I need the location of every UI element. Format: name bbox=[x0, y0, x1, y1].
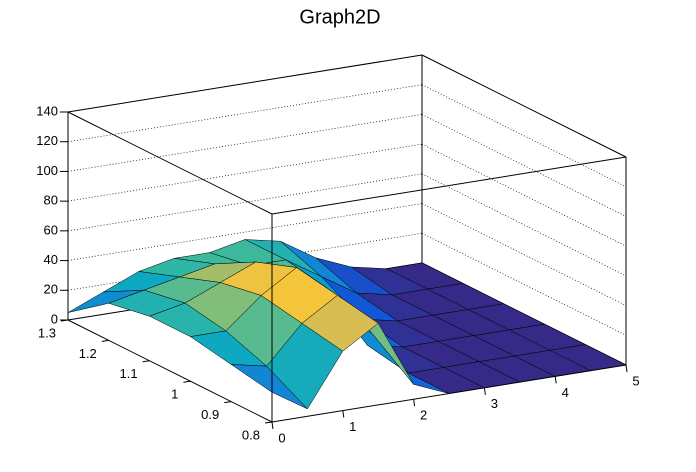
x-tick bbox=[342, 410, 345, 418]
surface-cell bbox=[230, 364, 308, 410]
z-tick-label: 120 bbox=[36, 133, 58, 148]
y-tick bbox=[264, 421, 273, 424]
y-tick-label: 1.2 bbox=[79, 346, 97, 361]
z-tick-label: 20 bbox=[44, 282, 58, 297]
y-axis bbox=[67, 319, 273, 423]
grid-line bbox=[421, 173, 627, 277]
grid-line bbox=[421, 114, 627, 217]
x-tick bbox=[554, 376, 557, 384]
x-tick-label: 5 bbox=[632, 373, 639, 388]
x-tick-label: 3 bbox=[491, 396, 498, 411]
y-tick-label: 0.8 bbox=[242, 427, 260, 442]
y-tick-label: 1.3 bbox=[38, 325, 56, 340]
z-tick-label: 0 bbox=[51, 311, 58, 326]
box-edge bbox=[67, 54, 423, 113]
x-axis bbox=[271, 364, 627, 423]
z-tick-label: 80 bbox=[44, 193, 58, 208]
y-tick bbox=[142, 360, 150, 363]
grid-line bbox=[421, 143, 627, 247]
grid-line bbox=[421, 232, 627, 336]
x-tick bbox=[271, 421, 274, 430]
z-tick-label: 100 bbox=[36, 163, 58, 178]
y-tick bbox=[60, 319, 69, 322]
x-tick bbox=[413, 399, 416, 407]
grid-line bbox=[421, 54, 627, 158]
grid-line bbox=[421, 203, 627, 306]
x-tick-label: 1 bbox=[349, 419, 356, 434]
z-tick-label: 60 bbox=[44, 222, 58, 237]
z-tick-label: 40 bbox=[44, 252, 58, 267]
x-tick-label: 0 bbox=[278, 430, 285, 445]
x-tick bbox=[483, 387, 486, 395]
x-tick-label: 2 bbox=[420, 408, 427, 423]
box-edge bbox=[67, 111, 273, 215]
y-tick bbox=[101, 339, 109, 342]
grid-line bbox=[67, 84, 423, 143]
y-tick-label: 0.9 bbox=[201, 407, 219, 422]
grid-line bbox=[67, 143, 423, 202]
y-tick-label: 1.1 bbox=[120, 366, 138, 381]
grid-line bbox=[421, 84, 627, 188]
x-tick-label: 4 bbox=[562, 385, 569, 400]
box-edge bbox=[271, 156, 627, 215]
y-tick-label: 1 bbox=[171, 387, 178, 402]
x-tick bbox=[625, 364, 628, 373]
grid-line bbox=[67, 114, 423, 172]
chart-title: Graph2D bbox=[299, 6, 380, 28]
z-tick-label: 140 bbox=[36, 103, 58, 118]
y-tick bbox=[183, 380, 191, 383]
grid-line bbox=[67, 173, 423, 232]
y-tick bbox=[224, 401, 232, 404]
